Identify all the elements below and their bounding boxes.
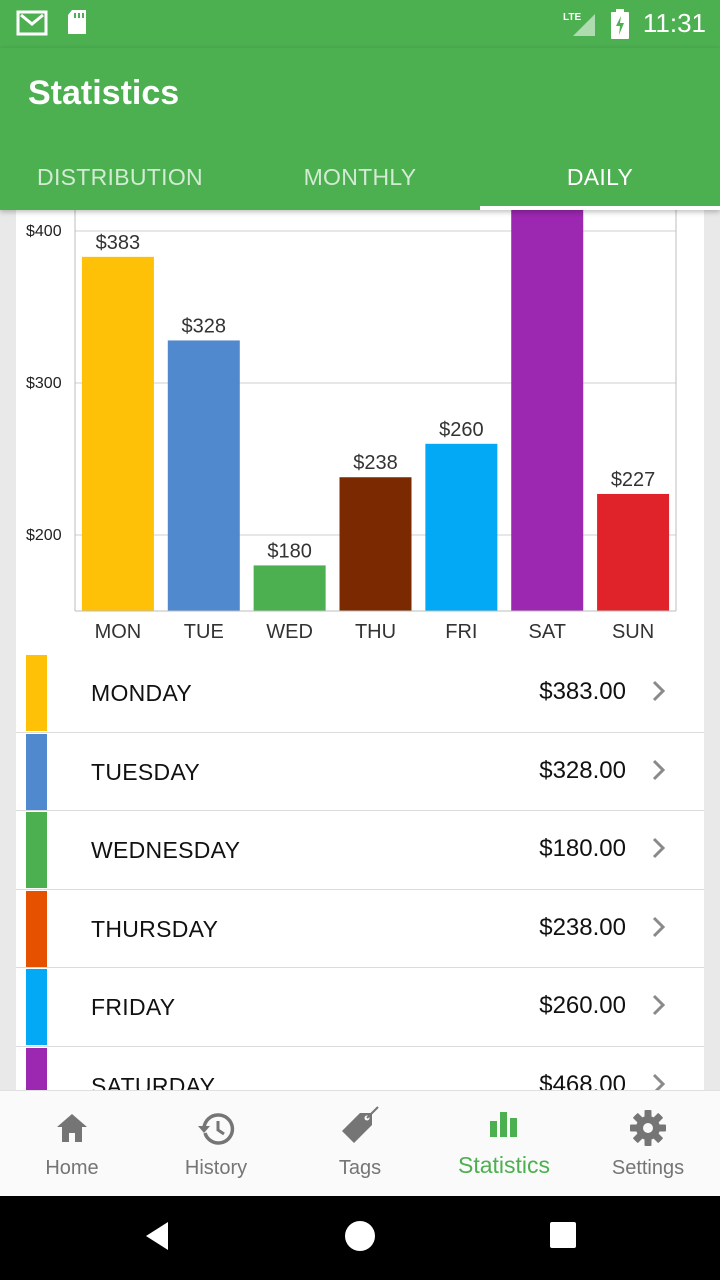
day-name: TUESDAY (91, 758, 201, 785)
status-bar: LTE 11:31 (0, 0, 720, 48)
tag-icon (342, 1106, 379, 1143)
day-name: FRIDAY (91, 994, 176, 1020)
home-icon (57, 1114, 87, 1142)
data-label: $227 (611, 469, 656, 491)
nav-label: Tags (338, 1157, 382, 1179)
chevron-right-icon (652, 837, 666, 859)
sd-card-icon (68, 10, 86, 34)
nav-settings[interactable]: Settings (576, 1091, 720, 1196)
day-name: THURSDAY (91, 915, 219, 942)
day-amount: $383.00 (539, 678, 626, 705)
color-swatch (26, 1047, 47, 1090)
nav-history[interactable]: History (144, 1091, 288, 1196)
list-item-tuesday[interactable]: TUESDAY $328.00 (16, 732, 704, 811)
chevron-right-icon (652, 680, 666, 702)
bar-chart-icon (490, 1112, 517, 1137)
history-icon (198, 1113, 235, 1145)
system-navigation-bar (0, 1196, 720, 1280)
data-label: $328 (182, 315, 227, 337)
data-label: $260 (439, 419, 484, 441)
day-amount: $238.00 (539, 913, 626, 941)
color-swatch (26, 655, 47, 731)
nav-label: Home (45, 1157, 99, 1179)
x-tick-label: SUN (612, 621, 654, 643)
bar-sun (597, 493, 670, 611)
day-name: WEDNESDAY (91, 837, 241, 863)
color-swatch (26, 890, 47, 967)
color-swatch (26, 733, 47, 810)
bar-thu (339, 477, 412, 611)
lte-signal-icon: LTE (563, 12, 595, 36)
x-tick-label: MON (95, 621, 142, 643)
y-tick-label: $300 (26, 375, 62, 392)
bar-fri (425, 443, 498, 611)
back-icon[interactable] (142, 1220, 172, 1252)
day-amount: $180.00 (539, 835, 626, 862)
x-tick-label: WED (266, 621, 313, 643)
day-amount: $328.00 (539, 756, 626, 784)
gear-icon (630, 1110, 666, 1146)
svg-text:LTE: LTE (563, 12, 581, 23)
bar-wed (253, 565, 326, 611)
list-item-monday[interactable]: MONDAY $383.00 (16, 654, 704, 733)
tab-distribution[interactable]: DISTRIBUTION (37, 164, 203, 190)
statistics-card: $200 $300 $400 $383 MON $328 TUE $180 WED $238 THU… (16, 210, 704, 1090)
x-tick-label: TUE (184, 621, 224, 643)
page-title: Statistics (28, 74, 180, 112)
tab-bar: DISTRIBUTION MONTHLY DAILY (0, 150, 720, 210)
data-label: $383 (96, 232, 141, 254)
list-item-thursday[interactable]: THURSDAY $238.00 (16, 889, 704, 968)
tab-monthly[interactable]: MONTHLY (303, 164, 417, 190)
day-name: SATURDAY (91, 1072, 216, 1091)
home-circle-icon[interactable] (344, 1220, 376, 1252)
nav-home[interactable]: Home (0, 1091, 144, 1196)
nav-label: Settings (611, 1157, 685, 1179)
chevron-right-icon (652, 1073, 666, 1090)
app-bar: Statistics DISTRIBUTION MONTHLY DAILY (0, 48, 720, 210)
chevron-right-icon (652, 916, 666, 937)
list-item-saturday[interactable]: SATURDAY $468.00 (16, 1046, 704, 1091)
y-tick-label: $400 (26, 223, 62, 240)
tab-daily[interactable]: DAILY (480, 150, 720, 210)
day-name: MONDAY (91, 680, 193, 706)
list-item-wednesday[interactable]: WEDNESDAY $180.00 (16, 811, 704, 890)
daily-bar-chart: $200 $300 $400 $383 MON $328 TUE $180 WED $238 THU… (26, 210, 677, 643)
bar-sat (511, 210, 584, 611)
nav-label: Statistics (457, 1152, 551, 1178)
x-tick-label: SAT (529, 621, 566, 643)
recents-icon[interactable] (548, 1220, 578, 1250)
data-label: $180 (267, 540, 312, 562)
nav-statistics[interactable]: Statistics (432, 1091, 576, 1196)
y-tick-label: $200 (26, 527, 62, 544)
chevron-right-icon (652, 759, 666, 780)
x-tick-label: THU (355, 621, 396, 643)
data-label: $238 (353, 452, 398, 474)
day-amount: $260.00 (539, 992, 626, 1019)
list-item-friday[interactable]: FRIDAY $260.00 (16, 968, 704, 1047)
nav-label: History (184, 1157, 248, 1179)
status-time: 11:31 (642, 8, 706, 38)
bar-tue (167, 340, 240, 611)
nav-tags[interactable]: Tags (288, 1091, 432, 1196)
bottom-navigation: Home History Tags Statistics (0, 1090, 720, 1196)
bar-mon (81, 256, 154, 611)
color-swatch (26, 969, 47, 1045)
gmail-icon (16, 10, 48, 36)
day-list: MONDAY $383.00 TUESDAY $328.00 WEDNESDAY… (16, 654, 704, 1090)
day-amount: $468.00 (539, 1070, 626, 1091)
chevron-right-icon (652, 994, 666, 1016)
battery-charging-icon (610, 8, 629, 39)
x-tick-label: FRI (445, 621, 477, 643)
color-swatch (26, 812, 47, 888)
